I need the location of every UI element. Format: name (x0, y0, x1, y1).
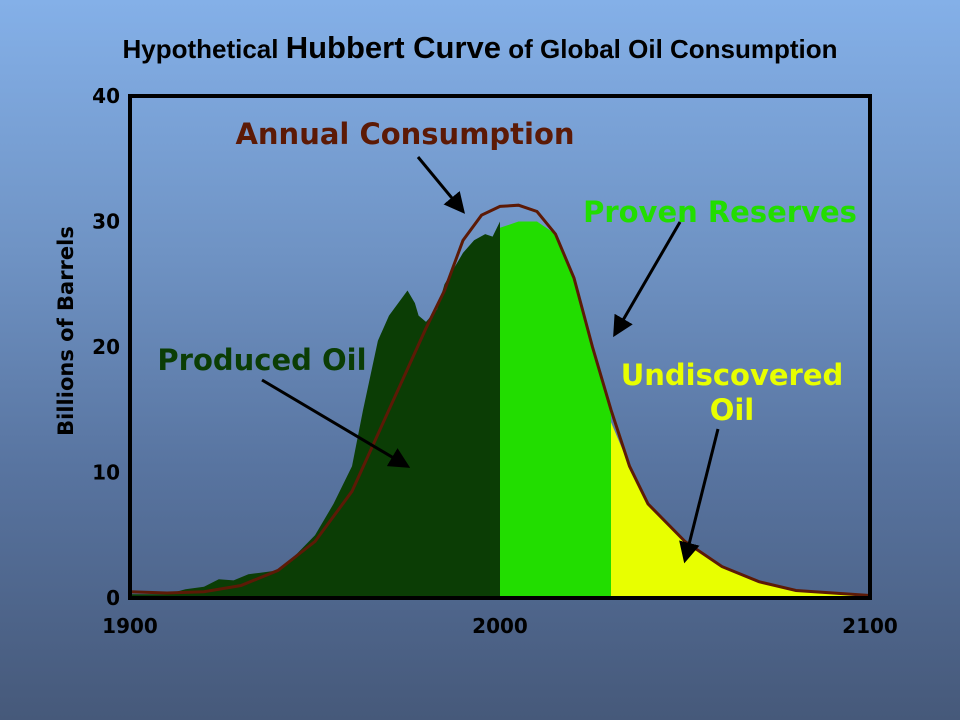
produced-oil-label: Produced Oil (157, 343, 366, 377)
undiscovered-oil-arrow (679, 428, 720, 564)
y-tick-label: 0 (106, 586, 120, 610)
proven-reserves-label: Proven Reserves (583, 195, 857, 229)
plot-frame (128, 94, 872, 600)
x-tick-label: 2000 (472, 614, 528, 638)
y-tick-label: 40 (92, 84, 120, 108)
title-part-1: Hypothetical (122, 34, 286, 64)
title-part-3: of Global Oil Consumption (501, 34, 838, 64)
y-tick-label: 20 (92, 335, 120, 359)
proven-reserves-area (500, 221, 611, 598)
x-tick-label: 1900 (102, 614, 158, 638)
undiscovered-oil-area (611, 422, 870, 598)
annual-consumption-curve (129, 203, 871, 597)
annual-consumption-label: Annual Consumption (235, 117, 574, 151)
x-tick-label: 2100 (842, 614, 898, 638)
annual-consumption-arrow (416, 156, 466, 214)
chart-title: Hypothetical Hubbert Curve of Global Oil… (0, 30, 960, 66)
y-tick-label: 10 (92, 461, 120, 485)
produced-oil-area (130, 221, 500, 598)
title-part-2: Hubbert Curve (285, 30, 502, 65)
undiscovered-oil-label: Undiscovered Oil (621, 358, 844, 427)
y-axis-label: Billions of Barrels (54, 226, 78, 436)
produced-oil-arrow (261, 378, 411, 468)
proven-reserves-arrow (613, 221, 682, 338)
y-tick-label: 30 (92, 210, 120, 234)
